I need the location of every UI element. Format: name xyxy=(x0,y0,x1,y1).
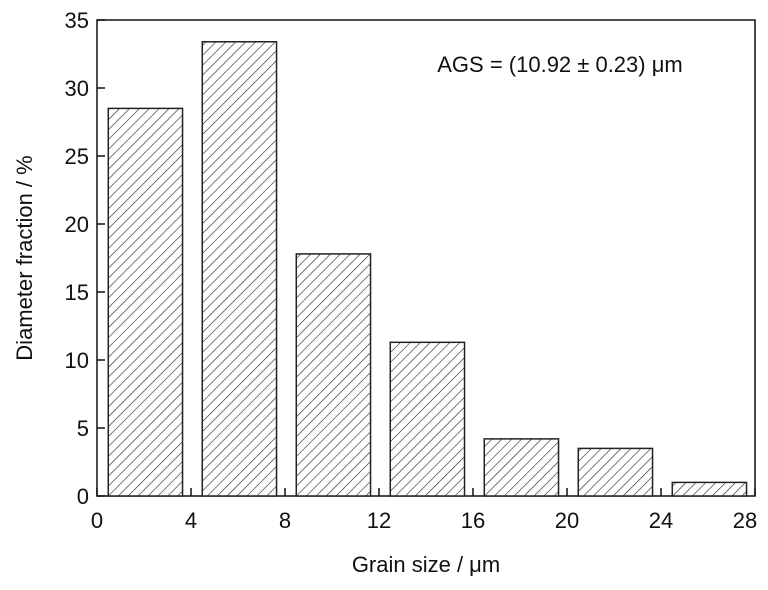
y-tick-label: 25 xyxy=(65,144,89,169)
bar xyxy=(577,447,654,497)
bar xyxy=(295,253,372,497)
y-tick-label: 15 xyxy=(65,280,89,305)
x-tick-label: 0 xyxy=(91,508,103,533)
bar xyxy=(201,41,278,497)
annotation: AGS = (10.92 ± 0.23) μm xyxy=(437,52,682,77)
y-tick-label: 0 xyxy=(77,484,89,509)
y-tick-label: 10 xyxy=(65,348,89,373)
x-tick-label: 4 xyxy=(185,508,197,533)
x-tick-label: 16 xyxy=(461,508,485,533)
x-tick-label: 24 xyxy=(649,508,673,533)
x-tick-label: 12 xyxy=(367,508,391,533)
bar xyxy=(107,107,184,497)
y-tick-label: 5 xyxy=(77,416,89,441)
y-tick-label: 20 xyxy=(65,212,89,237)
y-tick-label: 35 xyxy=(65,8,89,33)
y-axis-label: Diameter fraction / % xyxy=(12,155,37,360)
bar xyxy=(671,481,748,497)
x-tick-label: 20 xyxy=(555,508,579,533)
x-tick-label: 8 xyxy=(279,508,291,533)
bar xyxy=(389,341,466,497)
y-tick-label: 30 xyxy=(65,76,89,101)
bar xyxy=(483,438,560,497)
x-tick-label: 28 xyxy=(733,508,757,533)
x-axis-label: Grain size / μm xyxy=(352,552,500,577)
